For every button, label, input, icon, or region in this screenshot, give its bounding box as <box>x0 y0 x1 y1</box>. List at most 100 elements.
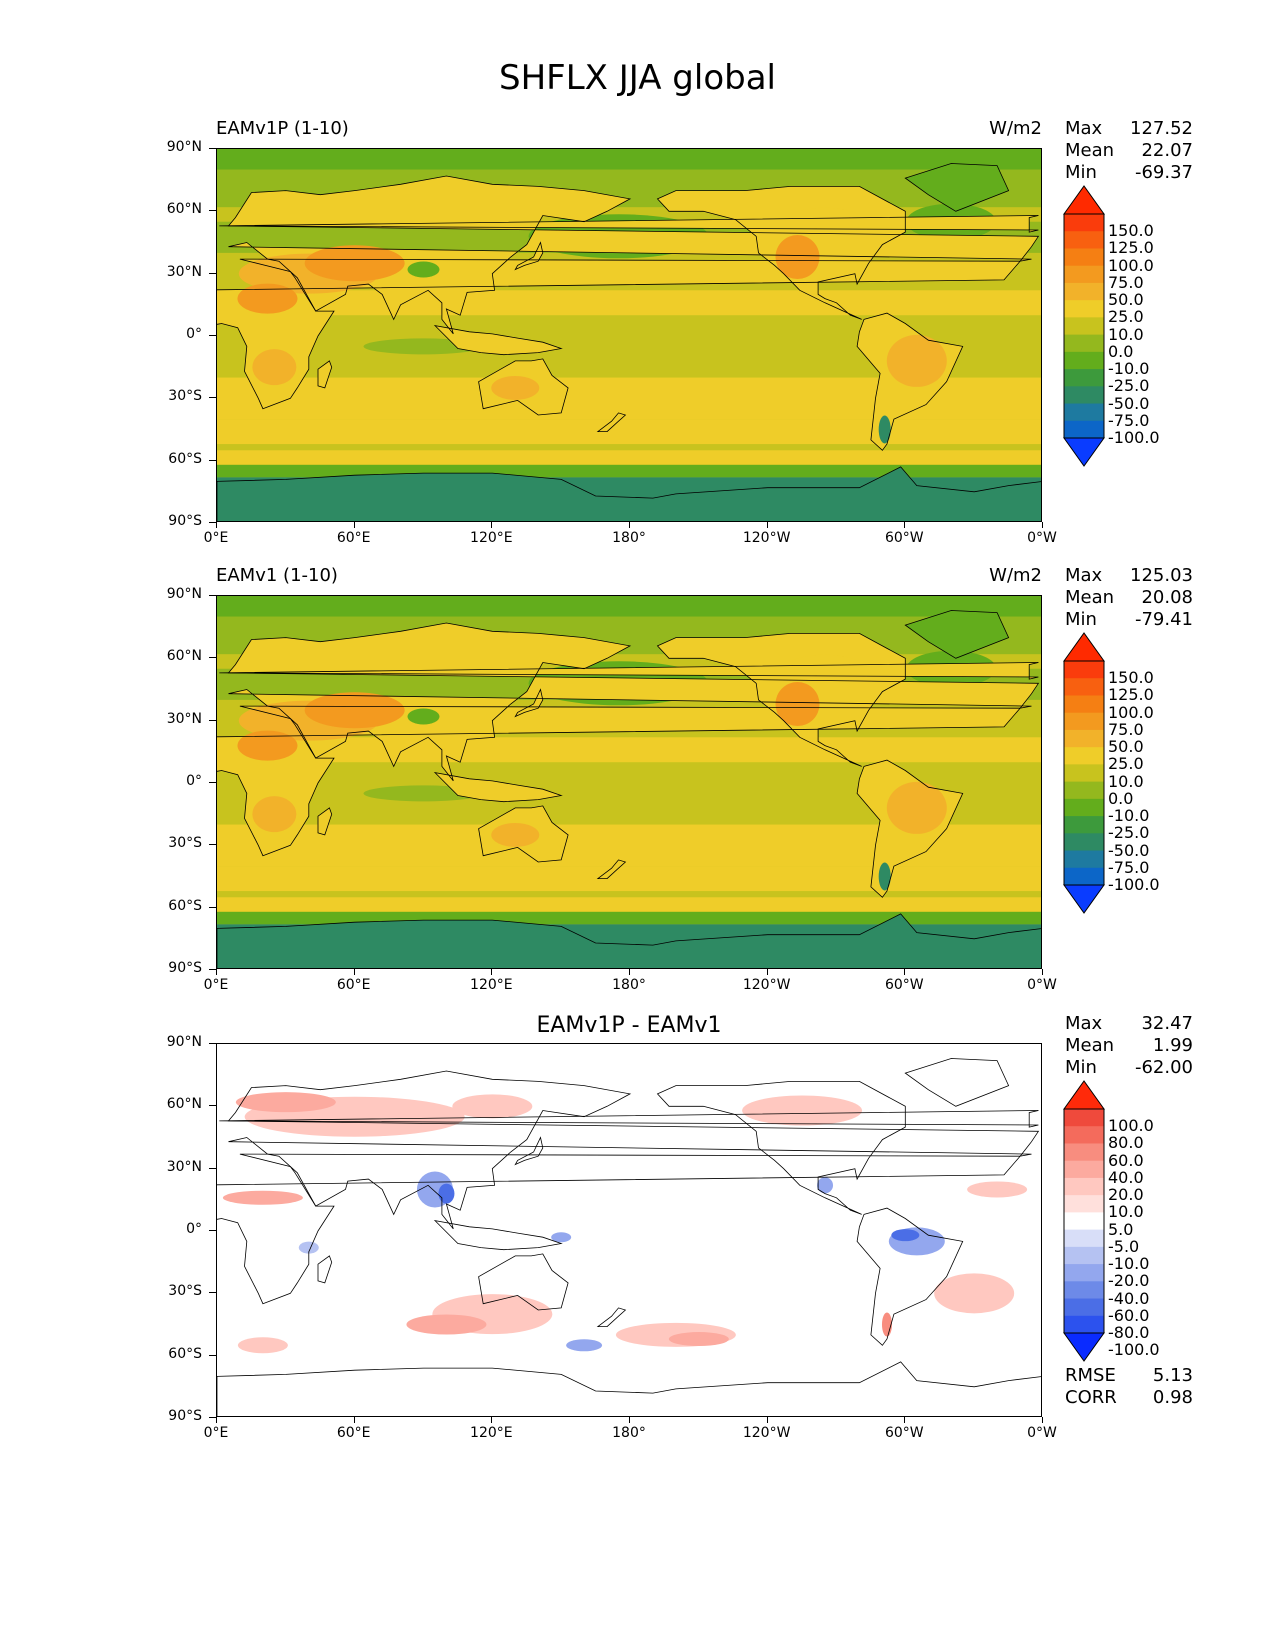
land-japan-area <box>515 242 543 270</box>
land-greenland-area <box>905 163 1009 212</box>
max-value: 127.52 <box>1130 118 1193 139</box>
figure-title: SHFLX JJA global <box>499 58 776 98</box>
colorbar-tick-label: -40.0 <box>1108 1288 1150 1308</box>
lon-tick-label: 180° <box>612 977 646 993</box>
lat-tick-mark <box>209 272 216 274</box>
colorbar-segment <box>1064 1177 1104 1196</box>
lat-tick-mark <box>209 782 216 783</box>
lon-tick-mark <box>491 1417 493 1423</box>
colorbar-tick-label: 50.0 <box>1108 290 1144 310</box>
panel-title: EAMv1 (1-10) <box>216 565 338 586</box>
stats-box: Max 127.52 Mean 22.07 Min -69.37 <box>1065 118 1193 184</box>
colorbar-frame <box>1063 660 1105 886</box>
colorbar <box>1063 185 1105 467</box>
lat-tick-label: 90°S <box>168 960 202 976</box>
lon-tick-mark <box>216 969 217 975</box>
coastline-samerica <box>856 759 964 898</box>
lat-tick-mark <box>209 1105 216 1107</box>
colorbar-tick-label: -20.0 <box>1108 1271 1150 1291</box>
colorbar-tick-label: -10.0 <box>1108 359 1150 379</box>
hotspot-4 <box>775 682 820 727</box>
lat-tick-mark <box>209 210 216 212</box>
lat-tick-label: 30°S <box>168 835 202 852</box>
coastline-japan <box>514 241 544 271</box>
difference-blob-9 <box>934 1273 1015 1314</box>
coastline-eurasia <box>227 175 1040 335</box>
map-area <box>216 595 1042 969</box>
colorbar-tick-label: 10.0 <box>1108 324 1144 344</box>
coastlines <box>217 1058 1041 1416</box>
lat-tick-mark <box>209 397 216 399</box>
lat-tick-mark <box>209 1354 216 1356</box>
min-label: Min <box>1065 609 1097 630</box>
lat-tick-label: 60°S <box>168 450 202 467</box>
lat-tick-mark <box>209 969 216 970</box>
hotspot-2 <box>237 730 298 761</box>
colorbar-segment <box>1064 282 1104 301</box>
colorbar-segment <box>1064 781 1104 800</box>
difference-blob-14 <box>438 1183 455 1204</box>
lon-tick-label: 120°E <box>470 1425 513 1441</box>
lat-tick-mark <box>209 335 216 336</box>
panel-model-a: EAMv1P (1-10) W/m2 Max 127.52 Mean 22.07 M… <box>0 118 1275 588</box>
colorbar-segment <box>1064 386 1104 405</box>
colorbar-tick-label: -80.0 <box>1108 1323 1150 1342</box>
coastline-africa <box>217 258 1021 410</box>
coastline-samerica <box>856 312 964 451</box>
difference-blob-2 <box>452 1094 533 1119</box>
lat-tick-mark <box>209 844 216 846</box>
colorbar-tick-label: -50.0 <box>1108 840 1150 860</box>
error-stats: RMSE 5.13 CORR 0.98 <box>1065 1365 1193 1409</box>
field-band-3 <box>217 737 1041 763</box>
lon-tick-mark <box>1042 969 1043 975</box>
lat-tick-label: 90°N <box>166 586 202 602</box>
lon-tick-label: 0°W <box>1027 1425 1057 1441</box>
lon-tick-label: 120°W <box>742 530 791 546</box>
colorbar-segment <box>1064 300 1104 318</box>
colorbar-tick-label: 100.0 <box>1108 1116 1154 1136</box>
hotspot-4 <box>775 235 820 280</box>
difference-blob-4 <box>222 1190 303 1205</box>
colorbar-tick-label: 50.0 <box>1108 737 1144 757</box>
hotspot-1 <box>304 245 405 282</box>
colorbar-segment <box>1064 351 1104 370</box>
lon-tick-label: 60°W <box>884 530 924 546</box>
colorbar-tick-label: -100.0 <box>1108 428 1160 447</box>
colorbar-segment <box>1064 334 1104 353</box>
lat-tick-label: 30°N <box>166 1158 202 1175</box>
colorbar-segment <box>1064 695 1104 714</box>
colorbar-tick-label: 10.0 <box>1108 1202 1144 1222</box>
colorbar-segment <box>1064 764 1104 783</box>
colorbar-tick-label: -25.0 <box>1108 376 1150 396</box>
land-madagascar-area <box>318 807 332 835</box>
coastline-eurasia <box>227 622 1040 782</box>
mean-value: 22.07 <box>1141 140 1193 161</box>
lat-tick-mark <box>209 1043 216 1044</box>
lat-tick-mark <box>209 657 216 659</box>
lat-tick-mark <box>209 1230 216 1231</box>
field-band-0 <box>217 149 1041 170</box>
lat-tick-label: 0° <box>186 1221 202 1237</box>
coastline-nz <box>596 1307 627 1327</box>
hotspot-5 <box>886 781 947 834</box>
colorbar-segment <box>1064 1143 1104 1162</box>
colorbar-segment <box>1064 420 1104 439</box>
land-indonesia-area <box>435 772 562 802</box>
hotspot-6 <box>491 375 540 400</box>
colorbar-segment <box>1064 1315 1104 1334</box>
coastline-uk <box>219 1110 1039 1128</box>
colorbar-segment <box>1064 816 1104 834</box>
land-madagascar-area <box>318 360 332 388</box>
lat-tick-label: 30°N <box>166 710 202 727</box>
corr-value: 0.98 <box>1152 1387 1193 1408</box>
land-indonesia-area <box>435 325 562 355</box>
colorbar-segment <box>1064 317 1104 336</box>
hotspot-7 <box>785 207 866 236</box>
coastline-nz <box>596 412 627 432</box>
max-value: 125.03 <box>1130 565 1193 586</box>
lat-tick-label: 30°S <box>168 388 202 405</box>
lat-tick-mark <box>209 719 216 721</box>
field-band-6 <box>217 897 1041 912</box>
lon-tick-mark <box>353 522 355 528</box>
colorbar-segment <box>1064 1298 1104 1317</box>
